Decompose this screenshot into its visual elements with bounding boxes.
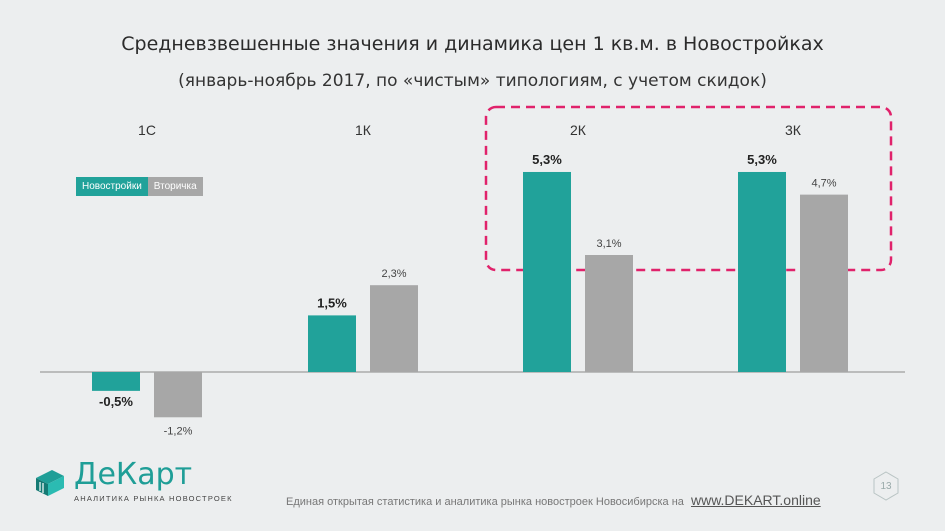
chart-title: Средневзвешенные значения и динамика цен… [121,33,824,55]
footer-link[interactable]: www.DEKART.online [690,492,821,508]
chart-subtitle: (январь-ноябрь 2017, по «чистым» типолог… [178,71,767,91]
bar-new [92,372,140,391]
bar-secondary [370,285,418,372]
bar-secondary [154,372,202,418]
footer-text: Единая открытая статистика и аналитика р… [286,496,684,508]
category-label: 2К [570,122,587,138]
bar-secondary [585,255,633,372]
data-label: 3,1% [596,238,621,250]
logo-icon [36,469,64,496]
category-label: 3К [785,122,802,138]
logo-tagline: АНАЛИТИКА РЫНКА НОВОСТРОЕК [74,494,233,503]
data-label: 5,3% [747,152,777,167]
bar-new [308,315,356,372]
data-label: 1,5% [317,295,347,310]
data-label: 5,3% [532,152,562,167]
logo-name: ДеКарт [74,457,193,492]
highlight-frame [484,105,893,272]
bar-secondary [800,194,848,372]
footer: Единая открытая статистика и аналитика р… [286,492,821,508]
dekart-logo: ДеКарт АНАЛИТИКА РЫНКА НОВОСТРОЕК [32,460,233,503]
bar-new [523,171,571,372]
chart-legend: Новостройки Вторичка [76,177,203,196]
data-label: -0,5% [99,394,133,409]
data-label: -1,2% [164,425,193,437]
bar-new [738,171,786,372]
category-label: 1С [138,122,156,138]
legend-new: Новостройки [76,177,148,196]
data-label: 2,3% [381,268,406,280]
page-number: 13 [870,470,902,502]
legend-secondary: Вторичка [147,177,203,196]
page-number-text: 13 [880,480,892,492]
category-label: 1К [355,122,372,138]
data-label: 4,7% [811,178,836,190]
